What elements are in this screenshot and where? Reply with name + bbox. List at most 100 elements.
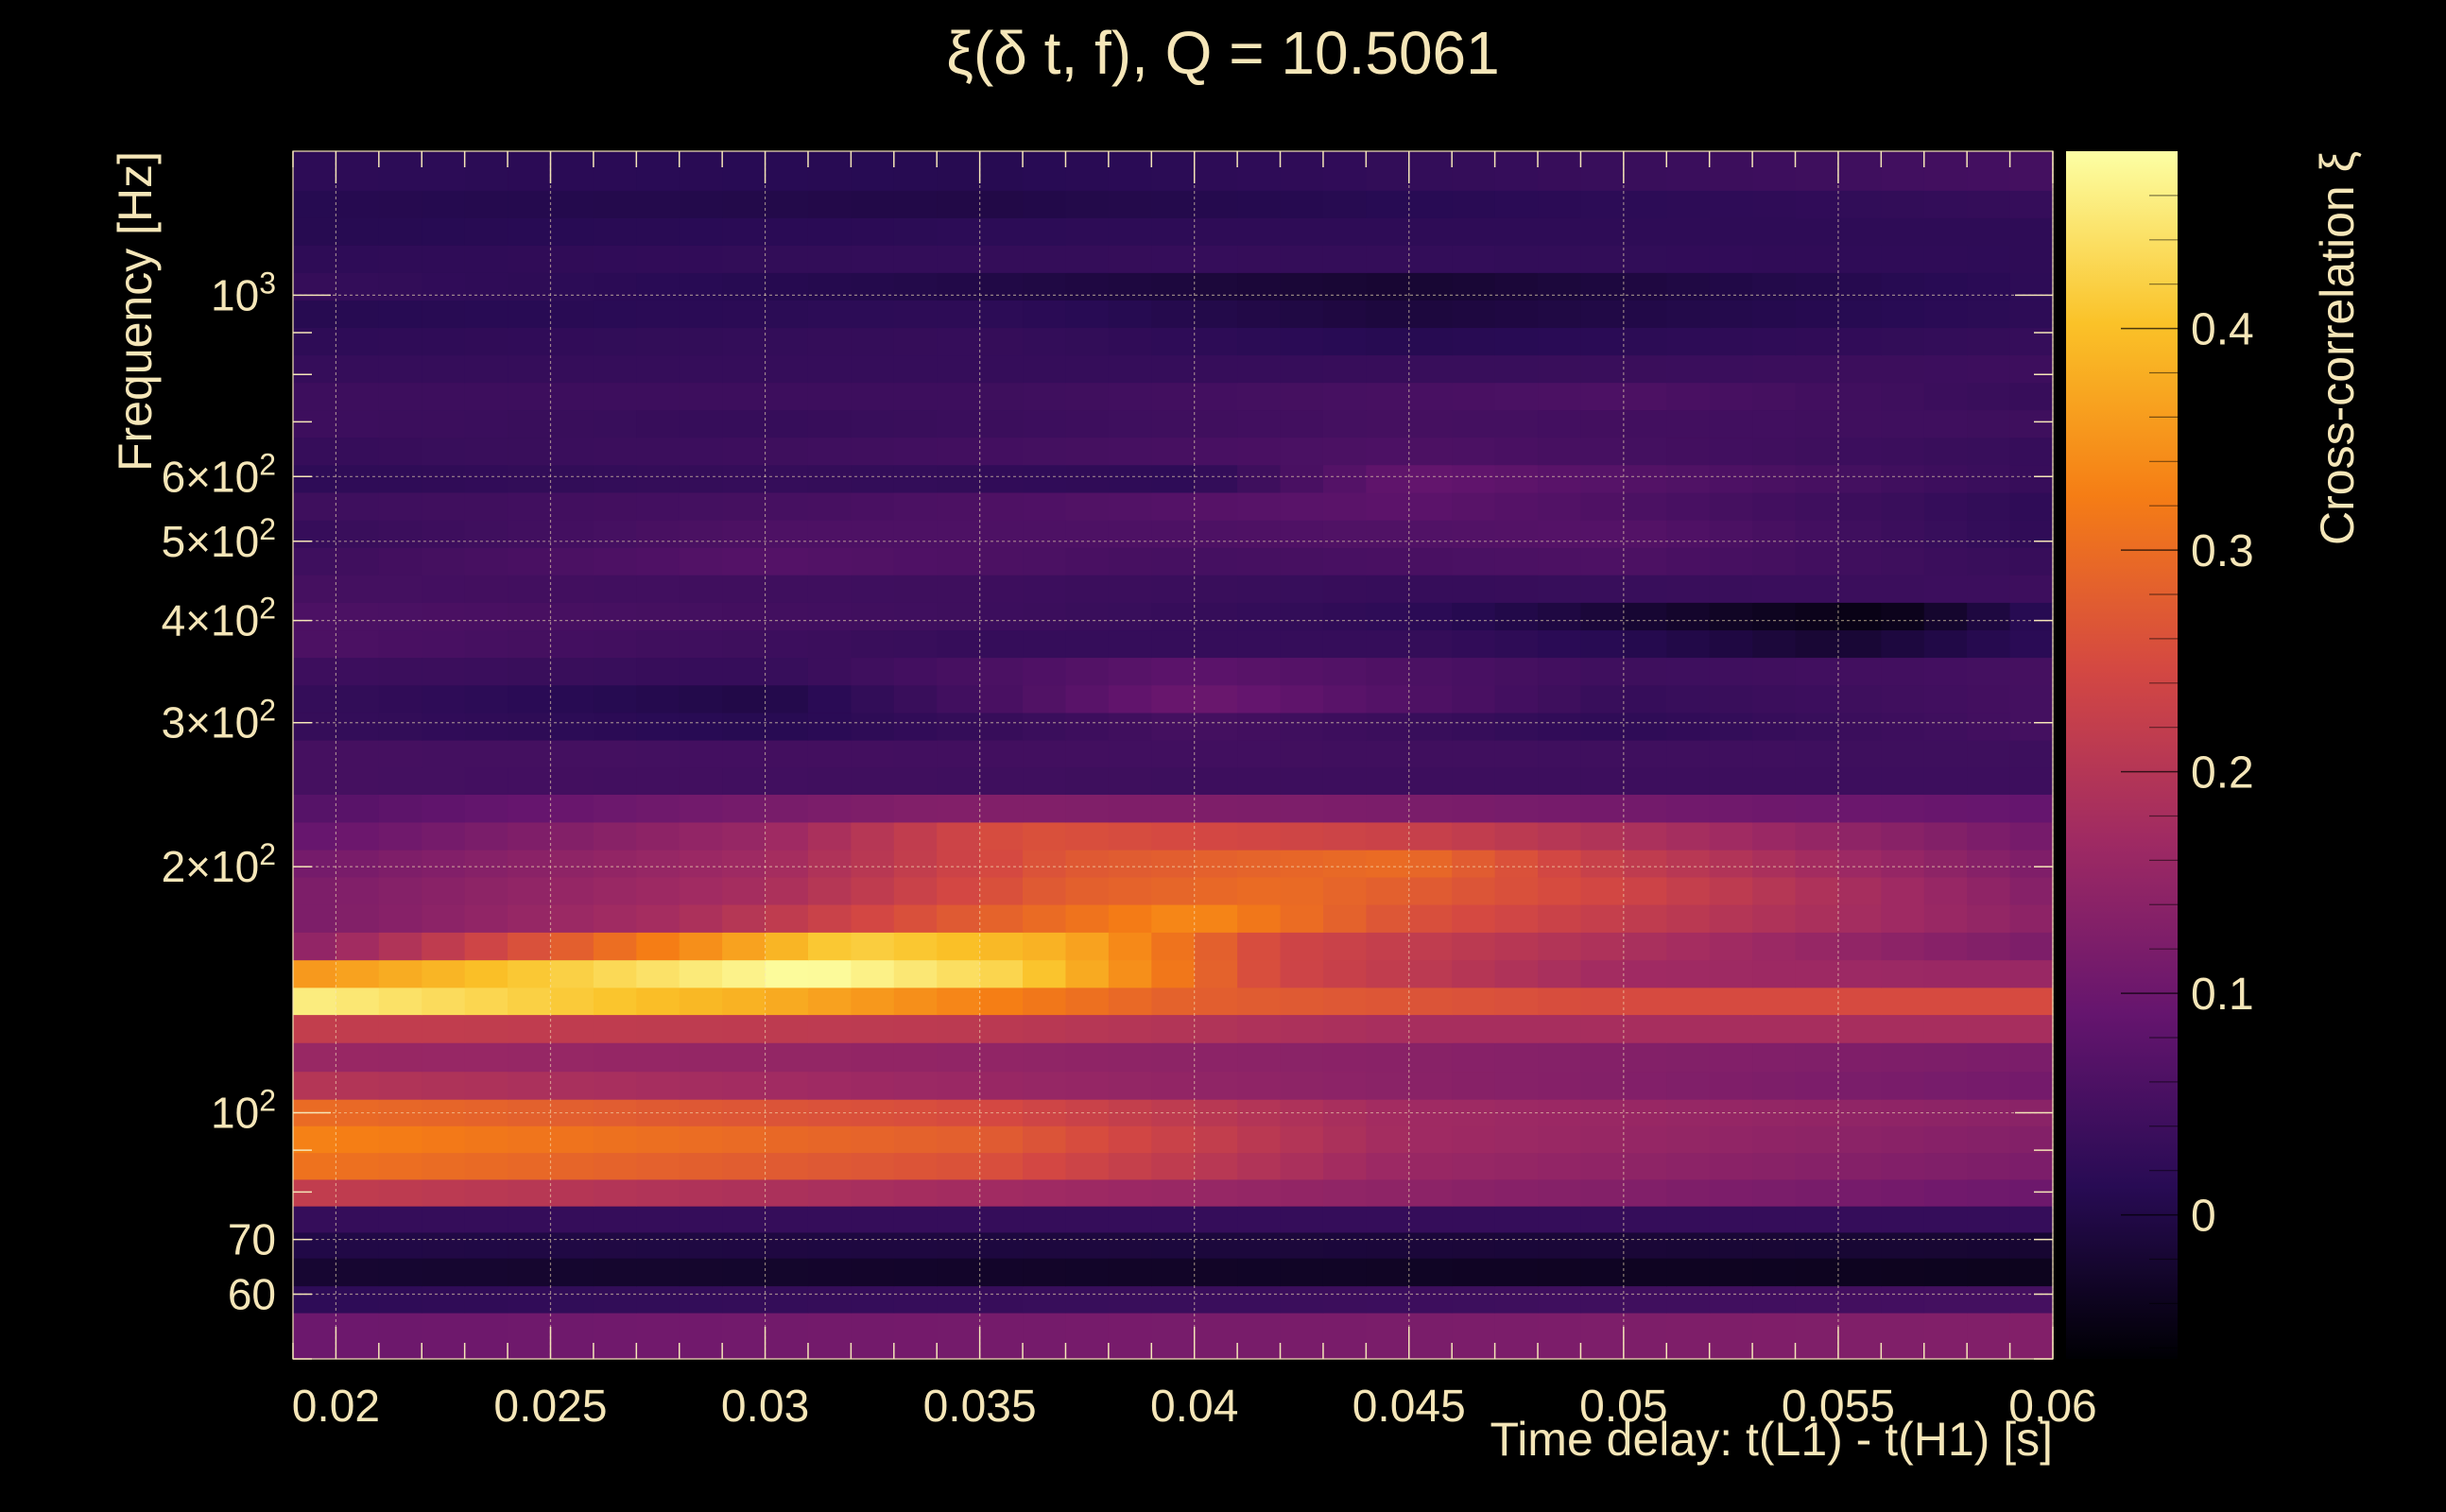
heatmap-cell [508, 409, 552, 438]
heatmap-cell [1108, 684, 1152, 713]
heatmap-cell [1580, 491, 1625, 521]
heatmap-cell [593, 684, 637, 713]
heatmap-cell [1923, 1206, 1968, 1233]
heatmap-cell [851, 547, 895, 576]
heatmap-cell [1881, 491, 1925, 521]
colorbar-ticks: 00.10.20.30.4 [2121, 195, 2254, 1349]
heatmap-cell [636, 217, 680, 246]
heatmap-cell [1538, 272, 1582, 301]
heatmap-cell [1280, 354, 1324, 384]
heatmap-cell [1194, 575, 1238, 603]
heatmap-cell [807, 903, 852, 933]
heatmap-cell [636, 151, 680, 191]
heatmap-cell [2009, 903, 2054, 933]
heatmap-cell [1795, 1285, 1839, 1314]
heatmap-cell [679, 327, 723, 356]
heatmap-cell [807, 520, 852, 548]
heatmap-cell [1709, 712, 1753, 741]
heatmap-cell [1322, 1231, 1367, 1259]
heatmap-cell [1408, 575, 1453, 603]
heatmap-cell [807, 1231, 852, 1259]
heatmap-cell [1623, 1042, 1667, 1073]
heatmap-cell [1280, 382, 1324, 411]
heatmap-cell [722, 821, 767, 850]
heatmap-cell [1580, 903, 1625, 933]
heatmap-cell [679, 1152, 723, 1180]
heatmap-cell [893, 629, 938, 659]
heatmap-cell [1280, 1285, 1324, 1314]
heatmap-cell [1108, 1071, 1152, 1100]
heatmap-cell [1538, 547, 1582, 576]
heatmap-cell [893, 766, 938, 795]
heatmap-cell [937, 959, 981, 988]
heatmap-cell [1837, 1178, 1882, 1207]
heatmap-cell [893, 491, 938, 521]
heatmap-cell [1452, 794, 1496, 823]
heatmap-cell [1923, 1152, 1968, 1180]
heatmap-cell [1580, 547, 1625, 576]
heatmap-cell [422, 903, 466, 933]
heatmap-cell [1108, 1125, 1152, 1154]
heatmap-cell [1666, 684, 1711, 713]
heatmap-cell [1494, 1178, 1539, 1207]
heatmap-cell [293, 190, 337, 218]
heatmap-cells [293, 151, 2054, 1360]
heatmap-cell [593, 409, 637, 438]
heatmap-cell [508, 1071, 552, 1100]
heatmap-cell [1151, 575, 1196, 603]
heatmap-cell [765, 987, 809, 1016]
heatmap-cell [1280, 151, 1324, 191]
heatmap-cell [807, 1125, 852, 1154]
heatmap-cell [378, 547, 422, 576]
x-tick-label: 0.02 [292, 1382, 380, 1432]
heatmap-cell [1494, 794, 1539, 823]
heatmap-cell [1623, 684, 1667, 713]
heatmap-cell [2009, 1313, 2054, 1360]
heatmap-cell [679, 382, 723, 411]
heatmap-cell [1709, 657, 1753, 686]
heatmap-cell [593, 190, 637, 218]
heatmap-cell [2009, 876, 2054, 905]
heatmap-cell [378, 1285, 422, 1314]
heatmap-cell [1408, 766, 1453, 795]
heatmap-cell [1452, 575, 1496, 603]
heatmap-cell [1322, 794, 1367, 823]
heatmap-cell [636, 1152, 680, 1180]
heatmap-cell [1538, 1285, 1582, 1314]
heatmap-cell [1666, 821, 1711, 850]
heatmap-cell [851, 1313, 895, 1360]
heatmap-cell [1623, 766, 1667, 795]
heatmap-cell [679, 712, 723, 741]
heatmap-cell [1752, 409, 1797, 438]
heatmap-cell [1538, 876, 1582, 905]
heatmap-cell [1023, 959, 1067, 988]
heatmap-cell [636, 712, 680, 741]
heatmap-cell [1837, 520, 1882, 548]
heatmap-cell [1709, 850, 1753, 878]
heatmap-cell [1967, 794, 2011, 823]
colorbar-tick-label: 0.4 [2191, 305, 2254, 355]
heatmap-cell [1709, 327, 1753, 356]
x-tick-label: 0.055 [1782, 1382, 1895, 1432]
heatmap-cell [464, 1285, 508, 1314]
heatmap-cell [807, 437, 852, 466]
heatmap-cell [679, 575, 723, 603]
colorbar-tick-label: 0.2 [2191, 748, 2254, 799]
heatmap-cell [765, 245, 809, 273]
heatmap-cell [464, 1206, 508, 1233]
heatmap-cell [378, 464, 422, 493]
heatmap-cell [2009, 684, 2054, 713]
heatmap-cell [1408, 602, 1453, 631]
heatmap-cell [765, 575, 809, 603]
heatmap-cell [336, 575, 380, 603]
heatmap-cell [2009, 464, 2054, 493]
heatmap-cell [550, 1125, 594, 1154]
heatmap-cell [1023, 987, 1067, 1016]
heatmap-cell [1366, 217, 1410, 246]
heatmap-cell [1580, 932, 1625, 961]
heatmap-cell [1881, 657, 1925, 686]
heatmap-cell [1280, 1125, 1324, 1154]
heatmap-cell [1108, 766, 1152, 795]
heatmap-cell [593, 1042, 637, 1073]
